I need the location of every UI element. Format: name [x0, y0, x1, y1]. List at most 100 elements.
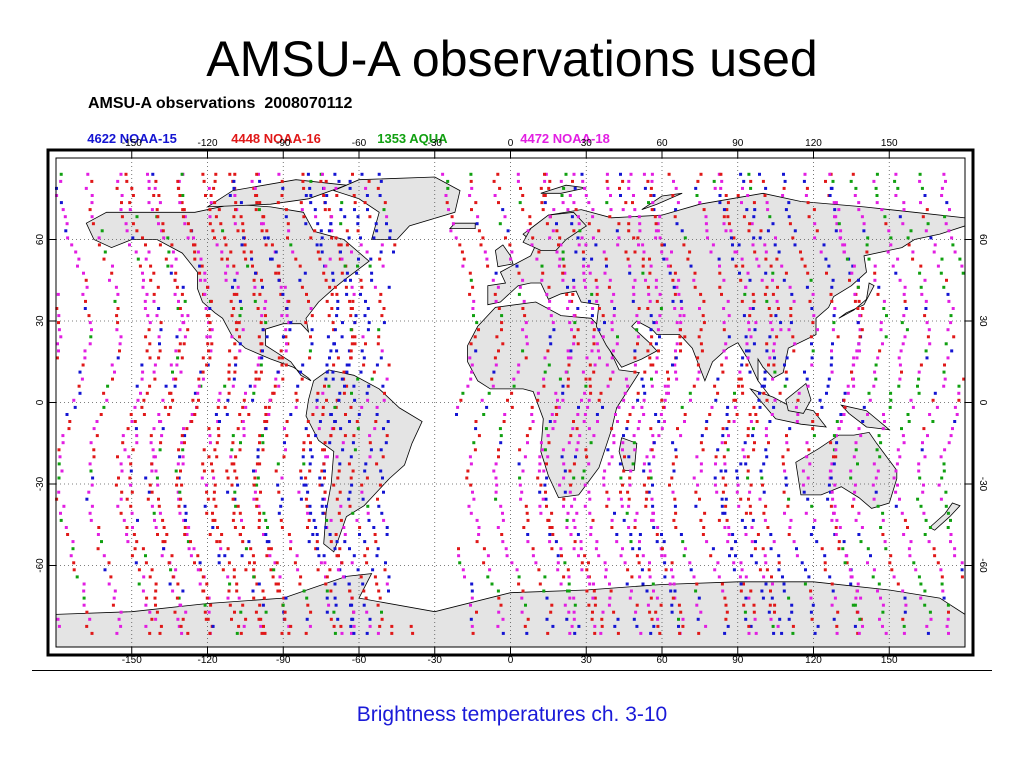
observation-point: [316, 568, 320, 572]
observation-point: [724, 617, 728, 621]
observation-point: [874, 377, 878, 381]
observation-point: [264, 299, 268, 303]
observation-point: [588, 299, 591, 303]
observation-point: [751, 434, 755, 438]
observation-point: [699, 172, 703, 176]
observation-point: [857, 427, 861, 431]
observation-point: [253, 299, 257, 303]
land-new-zealand: [928, 502, 961, 531]
observation-point: [739, 462, 743, 466]
observation-point: [653, 215, 657, 219]
observation-point: [214, 413, 218, 416]
observation-point: [652, 624, 656, 628]
observation-point: [475, 610, 478, 614]
observation-point: [856, 307, 860, 310]
observation-point: [377, 504, 381, 508]
observation-point: [581, 179, 585, 183]
observation-point: [830, 285, 834, 289]
observation-point: [308, 186, 312, 190]
land-north-america: [85, 203, 370, 382]
observation-point: [929, 617, 933, 621]
observation-point: [681, 617, 685, 621]
observation-point: [335, 292, 339, 296]
observation-point: [881, 533, 885, 536]
observation-point: [321, 172, 324, 176]
observation-point: [328, 441, 332, 445]
observation-point: [744, 596, 748, 600]
observation-point: [957, 384, 961, 388]
observation-point: [794, 405, 798, 409]
observation-point: [162, 236, 166, 240]
observation-point: [231, 441, 235, 445]
observation-point: [610, 518, 614, 522]
observation-point: [852, 497, 856, 501]
lat-tick-label-right: 0: [977, 400, 988, 406]
observation-point: [704, 427, 708, 431]
observation-point: [574, 455, 577, 459]
observation-point: [543, 448, 547, 452]
observation-point: [270, 257, 274, 261]
observation-point: [82, 589, 86, 593]
observation-point: [921, 490, 925, 494]
observation-point: [555, 222, 558, 226]
observation-point: [85, 285, 89, 289]
observation-point: [856, 589, 859, 593]
observation-point: [581, 370, 585, 374]
observation-point: [359, 292, 362, 296]
observation-point: [569, 483, 573, 487]
observation-point: [277, 264, 281, 268]
observation-point: [235, 631, 239, 635]
observation-point: [359, 370, 363, 374]
observation-point: [854, 518, 858, 522]
observation-point: [491, 278, 495, 282]
observation-point: [812, 434, 816, 438]
observation-point: [749, 589, 753, 593]
observation-point: [753, 441, 756, 445]
observation-point: [563, 490, 567, 494]
observation-point: [758, 568, 762, 572]
observation-point: [353, 208, 356, 212]
observation-point: [129, 483, 133, 487]
observation-point: [622, 469, 626, 473]
observation-point: [862, 222, 866, 226]
observation-point: [365, 610, 369, 614]
observation-point: [630, 575, 634, 579]
observation-point: [927, 540, 931, 544]
observation-point: [235, 589, 239, 593]
observation-point: [742, 215, 746, 219]
observation-point: [752, 299, 756, 303]
observation-point: [565, 617, 569, 621]
observation-point: [581, 476, 585, 480]
observation-point: [324, 526, 328, 529]
observation-point: [719, 469, 723, 473]
observation-point: [807, 448, 811, 452]
observation-point: [310, 455, 314, 459]
observation-point: [545, 596, 549, 600]
observation-point: [348, 589, 352, 593]
observation-point: [713, 476, 717, 480]
observation-point: [682, 243, 686, 247]
observation-point: [202, 469, 206, 473]
observation-point: [261, 349, 264, 353]
observation-point: [144, 335, 148, 339]
observation-point: [381, 264, 385, 268]
observation-point: [835, 631, 839, 635]
observation-point: [755, 257, 759, 261]
observation-point: [241, 328, 245, 332]
observation-point: [784, 271, 788, 275]
observation-point: [469, 483, 473, 487]
observation-point: [506, 229, 510, 233]
observation-point: [612, 610, 616, 614]
observation-point: [792, 349, 796, 353]
observation-point: [309, 448, 313, 452]
observation-point: [572, 201, 576, 205]
observation-point: [761, 547, 765, 551]
observation-point: [139, 391, 142, 395]
observation-point: [153, 186, 157, 190]
observation-point: [102, 257, 106, 261]
observation-point: [369, 448, 373, 452]
observation-point: [845, 561, 849, 565]
observation-point: [493, 292, 497, 296]
observation-point: [872, 568, 876, 572]
observation-point: [124, 222, 128, 226]
